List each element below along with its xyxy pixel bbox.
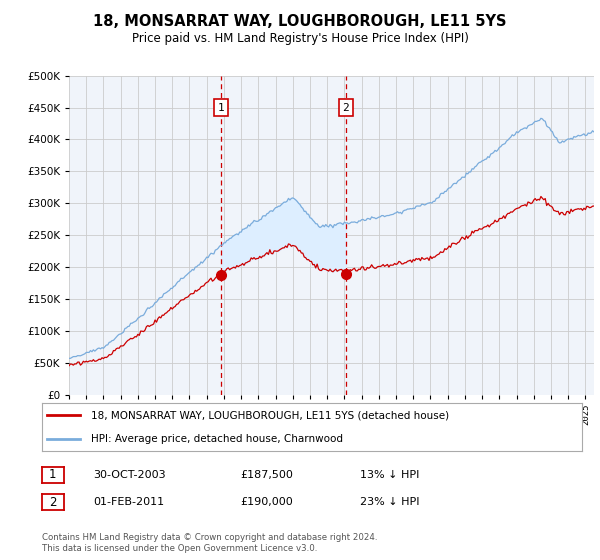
Text: 13% ↓ HPI: 13% ↓ HPI — [360, 470, 419, 480]
Text: 2: 2 — [343, 102, 349, 113]
Text: 23% ↓ HPI: 23% ↓ HPI — [360, 497, 419, 507]
Text: HPI: Average price, detached house, Charnwood: HPI: Average price, detached house, Char… — [91, 434, 343, 444]
Text: 01-FEB-2011: 01-FEB-2011 — [93, 497, 164, 507]
Text: Price paid vs. HM Land Registry's House Price Index (HPI): Price paid vs. HM Land Registry's House … — [131, 32, 469, 45]
Text: Contains HM Land Registry data © Crown copyright and database right 2024.
This d: Contains HM Land Registry data © Crown c… — [42, 533, 377, 553]
Text: 1: 1 — [218, 102, 224, 113]
Text: 2: 2 — [49, 496, 56, 509]
Text: £187,500: £187,500 — [240, 470, 293, 480]
Text: 18, MONSARRAT WAY, LOUGHBOROUGH, LE11 5YS (detached house): 18, MONSARRAT WAY, LOUGHBOROUGH, LE11 5Y… — [91, 410, 449, 420]
Text: 30-OCT-2003: 30-OCT-2003 — [93, 470, 166, 480]
Text: £190,000: £190,000 — [240, 497, 293, 507]
Text: 18, MONSARRAT WAY, LOUGHBOROUGH, LE11 5YS: 18, MONSARRAT WAY, LOUGHBOROUGH, LE11 5Y… — [93, 14, 507, 29]
Text: 1: 1 — [49, 468, 56, 482]
